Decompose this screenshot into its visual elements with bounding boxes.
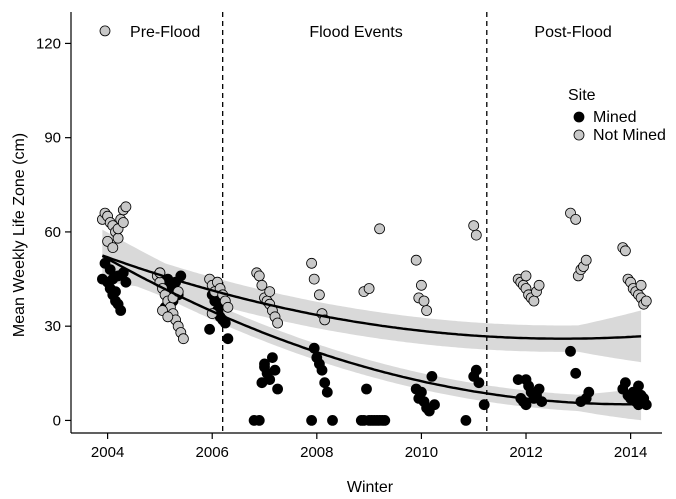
y-tick-label: 90 <box>44 130 61 147</box>
y-tick-label: 60 <box>44 224 61 241</box>
fit-line-mined <box>101 254 642 406</box>
y-tick-label: 120 <box>36 35 61 52</box>
point-not-mined <box>374 223 386 235</box>
point-not-mined <box>570 213 582 225</box>
point-not-mined <box>117 217 129 228</box>
point-mined <box>361 383 372 395</box>
point-mined <box>266 352 278 364</box>
legend-marker <box>573 129 585 141</box>
point-mined <box>120 276 132 288</box>
point-mined <box>565 345 576 357</box>
x-axis-title: Winter <box>347 479 394 496</box>
point-not-mined <box>264 286 276 298</box>
point-mined <box>264 374 276 386</box>
point-mined <box>583 386 595 398</box>
point-mined <box>426 370 438 382</box>
x-tick-label: 2004 <box>91 444 124 461</box>
point-not-mined <box>528 295 540 307</box>
point-not-mined <box>520 270 532 282</box>
point-mined <box>478 399 490 411</box>
x-tick-label: 2008 <box>300 444 333 461</box>
point-not-mined <box>162 311 174 323</box>
point-mined <box>460 414 472 426</box>
point-not-mined <box>410 254 422 266</box>
point-mined <box>533 383 545 395</box>
axis-ticks: 2004 2006 2008 2010 2012 2014 0 30 60 90 120 <box>36 35 647 461</box>
period-label: Flood Events <box>309 24 402 41</box>
point-not-mined <box>112 232 124 244</box>
point-not-mined <box>421 305 433 316</box>
point-not-mined <box>308 273 320 285</box>
point-mined <box>110 286 121 298</box>
point-mined <box>620 377 631 389</box>
point-not-mined <box>306 257 318 269</box>
point-mined <box>473 377 485 389</box>
point-mined <box>520 399 532 411</box>
data-points <box>97 25 652 426</box>
point-mined <box>259 358 270 370</box>
point-not-mined <box>222 301 234 313</box>
point-not-mined <box>272 317 284 329</box>
point-not-mined <box>177 333 189 345</box>
legend-marker <box>573 111 585 123</box>
fit-line-not-mined <box>102 254 642 340</box>
point-mined <box>269 364 281 376</box>
confidence-band-not-mined <box>102 229 642 363</box>
period-dividers <box>222 12 488 433</box>
point-not-mined <box>533 279 545 291</box>
legend-label: Mined <box>593 109 637 126</box>
point-mined <box>306 414 318 426</box>
point-mined <box>316 364 328 376</box>
point-mined <box>327 414 338 426</box>
x-tick-label: 2006 <box>196 444 229 461</box>
point-mined <box>570 367 582 379</box>
period-label: Pre-Flood <box>130 24 200 41</box>
point-mined <box>104 264 116 276</box>
y-axis-title: Mean Weekly Life Zone (cm) <box>11 133 28 337</box>
x-tick-label: 2010 <box>405 444 438 461</box>
period-label: Post-Flood <box>534 24 611 41</box>
point-not-mined <box>580 254 592 266</box>
x-tick-label: 2014 <box>614 444 647 461</box>
point-not-mined <box>313 289 325 301</box>
point-not-mined <box>468 220 480 232</box>
plot-frame <box>70 12 662 434</box>
point-not-mined <box>363 283 375 294</box>
point-not-mined <box>635 279 647 291</box>
y-tick-label: 30 <box>44 318 61 335</box>
point-mined <box>640 399 652 411</box>
point-not-mined <box>120 201 132 213</box>
fit-lines <box>101 254 642 406</box>
point-mined <box>319 377 331 389</box>
point-mined <box>633 380 644 392</box>
point-mined <box>272 383 284 395</box>
point-mined <box>204 323 216 335</box>
x-tick-label: 2012 <box>509 444 542 461</box>
point-not-mined <box>470 229 482 241</box>
point-mined <box>429 399 440 411</box>
y-tick-label: 0 <box>53 412 61 429</box>
point-mined <box>415 386 427 398</box>
legend-title: Site <box>568 87 596 104</box>
point-not-mined <box>418 295 430 307</box>
period-labels: Pre-Flood Flood Events Post-Flood <box>130 24 612 41</box>
point-not-mined <box>620 245 631 257</box>
point-not-mined <box>640 295 652 307</box>
point-mined <box>222 333 234 345</box>
point-not-mined <box>107 242 119 254</box>
point-mined <box>321 386 333 398</box>
point-mined <box>470 364 482 376</box>
point-not-mined <box>256 279 268 291</box>
point-not-mined <box>415 279 427 291</box>
point-not-mined <box>253 270 265 282</box>
point-mined <box>112 270 124 282</box>
point-mined <box>253 414 265 426</box>
legend-label: Not Mined <box>593 127 666 144</box>
point-mined <box>379 414 391 426</box>
point-not-mined <box>99 25 111 37</box>
point-mined <box>115 305 127 316</box>
